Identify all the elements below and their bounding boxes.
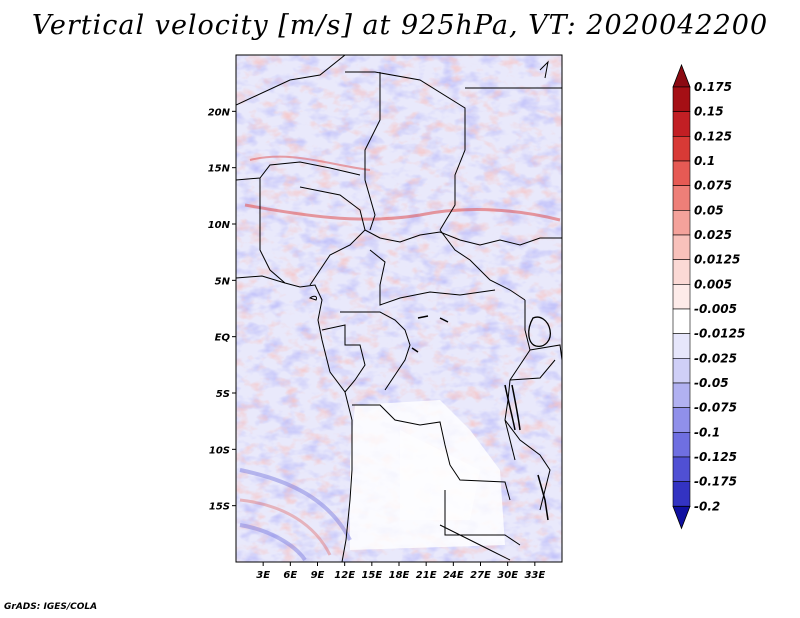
colorbar-label: 0.075 [694, 179, 732, 193]
colorbar: 0.175 0.15 0.125 0.1 0.075 0.05 0.025 0.0125 0.0… [672, 63, 745, 530]
colorbar-swatch [672, 407, 691, 433]
colorbar-label: -0.175 [694, 475, 737, 489]
colorbar-swatch [672, 86, 691, 112]
colorbar-swatch [672, 308, 691, 334]
colorbar-bottom-arrow [672, 505, 691, 530]
colorbar-label: -0.2 [694, 499, 720, 513]
colorbar-swatch [672, 259, 691, 285]
colorbar-label: 0.0125 [694, 253, 740, 267]
lat-tick-label: 10S [209, 445, 230, 456]
lat-tick-label: 20N [208, 107, 231, 118]
lat-tick-label: 15S [209, 502, 230, 513]
colorbar-swatch [672, 111, 691, 137]
colorbar-label: 0.05 [694, 203, 724, 217]
lon-tick-label: 21E [416, 570, 437, 581]
colorbar-swatch [672, 210, 691, 236]
colorbar-label: 0.005 [694, 277, 732, 291]
lon-tick-label: 33E [524, 570, 545, 581]
lat-tick-label: 5S [216, 389, 230, 400]
colorbar-swatch [672, 333, 691, 359]
lon-tick-label: 12E [334, 570, 355, 581]
colorbar-label: -0.1 [694, 425, 720, 439]
colorbar-label: 0.125 [694, 129, 732, 143]
lon-tick-label: 6E [283, 570, 297, 581]
lon-tick-label: 9E [311, 570, 325, 581]
colorbar-label: -0.125 [694, 450, 737, 464]
colorbar-swatch [672, 185, 691, 211]
colorbar-swatch [672, 284, 691, 310]
colorbar-label: 0.1 [694, 154, 715, 168]
lon-tick-label: 30E [497, 570, 518, 581]
colorbar-top-arrow [672, 63, 691, 88]
latitude-axis: 20N 15N 10N 5N EQ 5S 10S 15S [208, 107, 236, 513]
lat-tick-label: EQ [215, 333, 231, 344]
lon-tick-label: 24E [443, 570, 464, 581]
colorbar-swatch [672, 358, 691, 384]
colorbar-swatch [672, 456, 691, 482]
colorbar-label: 0.025 [694, 228, 732, 242]
colorbar-swatch [672, 481, 691, 507]
lon-tick-label: 3E [256, 570, 270, 581]
colorbar-label: -0.025 [694, 351, 737, 365]
colorbar-swatch [672, 234, 691, 260]
lat-tick-label: 15N [208, 164, 231, 175]
map-borders [236, 55, 562, 562]
plot-title: Vertical velocity [m/s] at 925hPa, VT: 2… [31, 10, 769, 41]
colorbar-swatch [672, 432, 691, 458]
lon-tick-label: 18E [389, 570, 410, 581]
colorbar-label: -0.0125 [694, 327, 745, 341]
grads-credit: GrADS: IGES/COLA [4, 602, 98, 612]
colorbar-label: 0.175 [694, 80, 732, 94]
colorbar-label: 0.15 [694, 105, 724, 119]
lon-tick-label: 15E [361, 570, 382, 581]
lat-tick-label: 5N [215, 276, 231, 287]
colorbar-label: -0.005 [694, 302, 737, 316]
colorbar-swatch [672, 382, 691, 408]
lat-tick-label: 10N [208, 220, 231, 231]
colorbar-label: -0.075 [694, 401, 737, 415]
colorbar-swatch [672, 160, 691, 186]
colorbar-swatch [672, 136, 691, 162]
velocity-field [236, 55, 562, 562]
colorbar-label: -0.05 [694, 376, 729, 390]
lon-tick-label: 27E [470, 570, 491, 581]
longitude-axis: 3E 6E 9E 12E 15E 18E 21E 24E 27E 30E 33E [256, 562, 545, 581]
